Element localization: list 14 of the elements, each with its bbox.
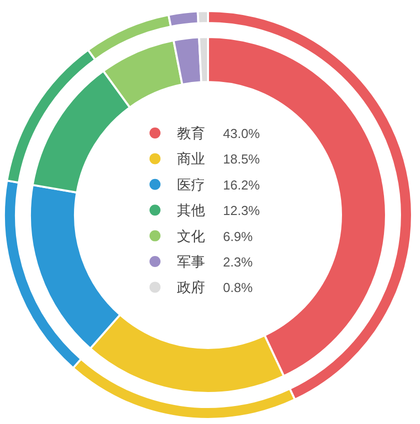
text: 18.5%: [223, 152, 260, 167]
legend-label: 政府: [177, 280, 205, 296]
legend-label: 文化: [177, 228, 205, 245]
text: 12.3%: [223, 203, 260, 218]
legend-label: 商业: [177, 152, 205, 168]
legend-label: 教育: [177, 125, 205, 142]
text: 6.9%: [223, 228, 253, 244]
legend-label: 军事: [177, 254, 205, 270]
legend-label: 医疗: [177, 177, 205, 194]
text: 16.2%: [223, 177, 260, 192]
text: 0.8%: [223, 280, 253, 296]
text: 43.0%: [223, 126, 260, 141]
legend-label: 其他: [177, 203, 205, 220]
text: 2.3%: [223, 254, 253, 270]
